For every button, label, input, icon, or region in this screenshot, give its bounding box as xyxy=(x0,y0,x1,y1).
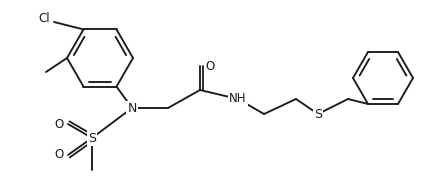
Text: Cl: Cl xyxy=(38,12,50,25)
Text: S: S xyxy=(314,108,322,121)
Text: O: O xyxy=(54,148,64,161)
Text: O: O xyxy=(54,118,64,131)
Text: O: O xyxy=(205,60,214,73)
Text: NH: NH xyxy=(229,93,247,105)
Text: N: N xyxy=(127,102,137,114)
Text: S: S xyxy=(88,132,96,145)
